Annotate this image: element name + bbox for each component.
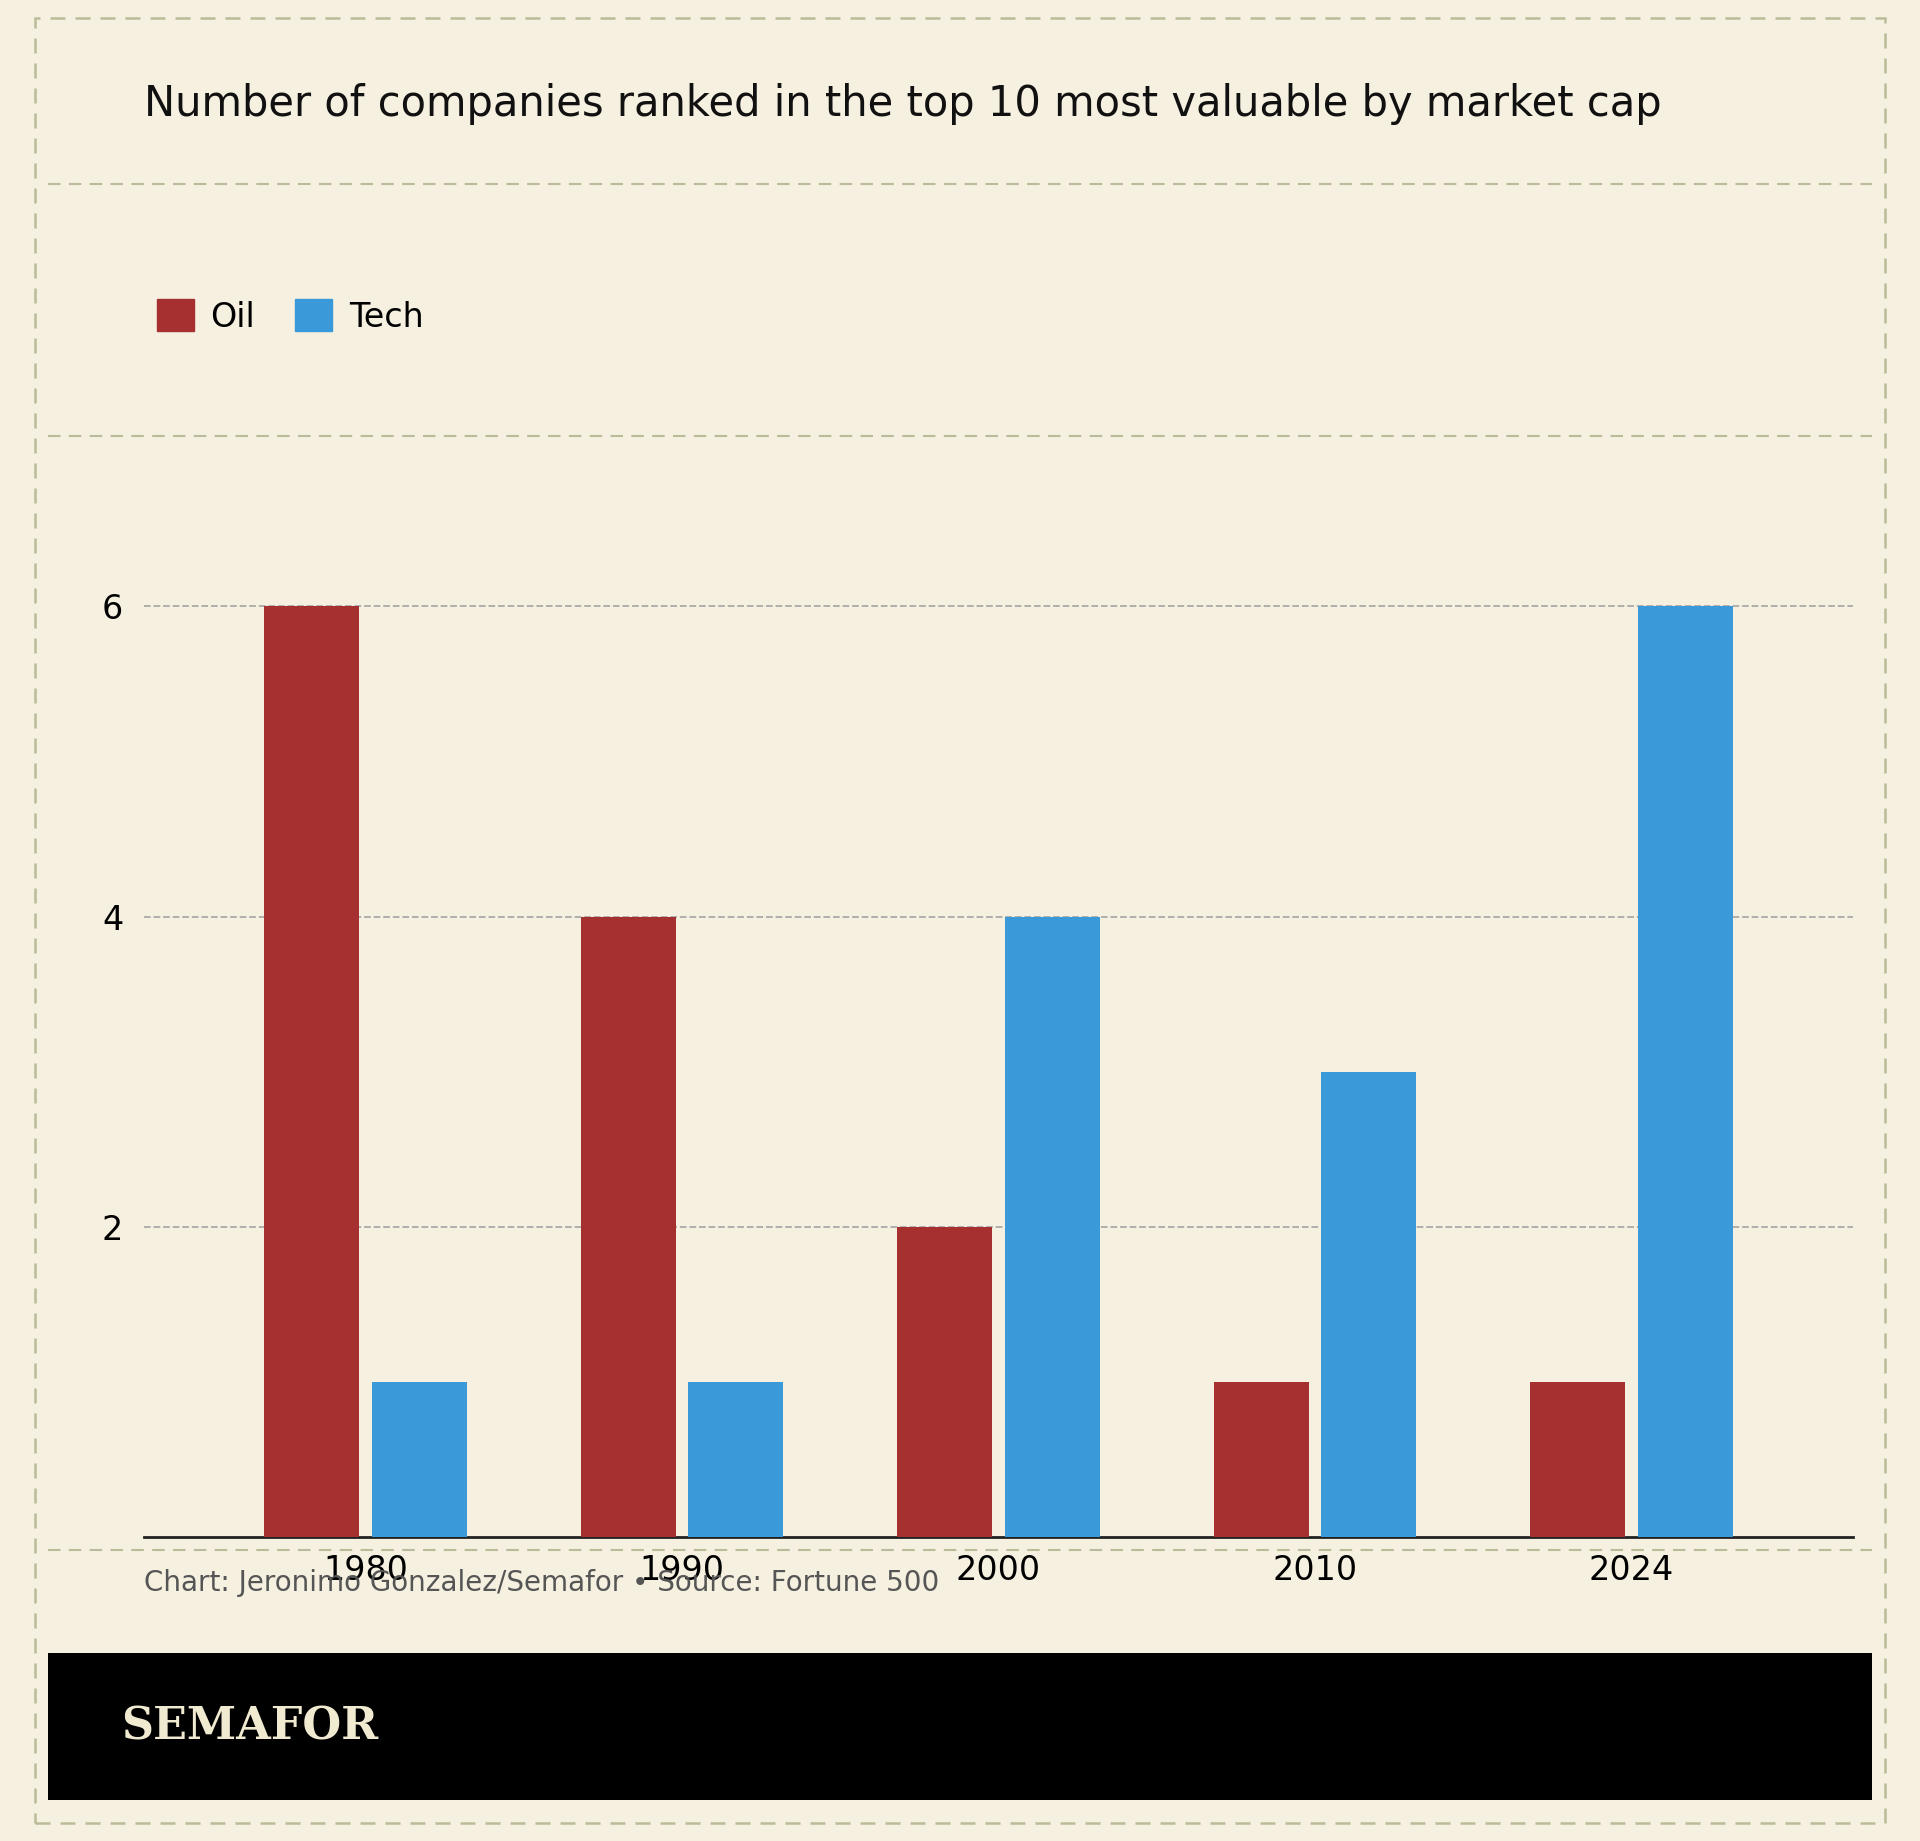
Bar: [265, 606, 359, 1537]
Bar: [687, 1383, 783, 1537]
Legend: Oil, Tech: Oil, Tech: [157, 300, 424, 333]
Bar: [1004, 917, 1100, 1537]
Text: Chart: Jeronimo Gonzalez/Semafor • Source: Fortune 500: Chart: Jeronimo Gonzalez/Semafor • Sourc…: [144, 1569, 939, 1596]
Bar: [897, 1226, 993, 1537]
Bar: [1321, 1071, 1417, 1537]
Bar: [1638, 606, 1732, 1537]
Text: Number of companies ranked in the top 10 most valuable by market cap: Number of companies ranked in the top 10…: [144, 83, 1661, 125]
Bar: [580, 917, 676, 1537]
Text: SEMAFOR: SEMAFOR: [121, 1705, 378, 1749]
Bar: [372, 1383, 467, 1537]
Bar: [1530, 1383, 1624, 1537]
Bar: [1213, 1383, 1309, 1537]
